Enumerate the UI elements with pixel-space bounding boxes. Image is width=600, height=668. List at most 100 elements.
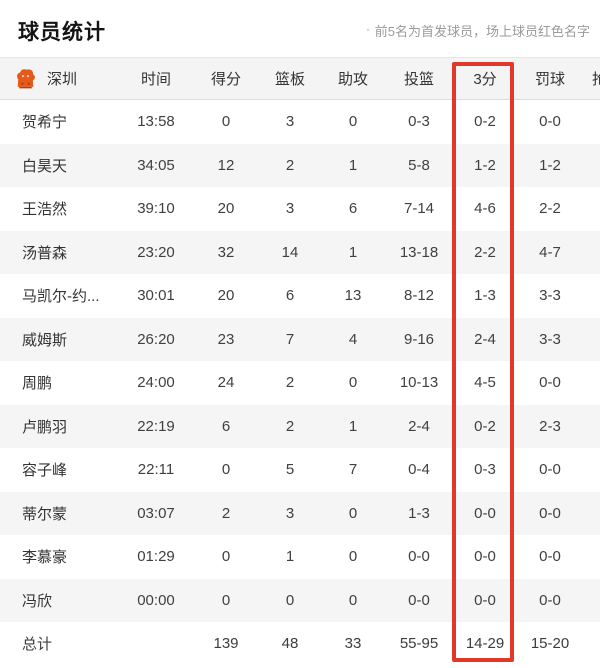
player-row[interactable]: 冯欣 00:00 0 0 0 0-0 0-0 0-0 bbox=[0, 578, 600, 622]
totals-fg-cell: 55-95 bbox=[399, 635, 439, 653]
fg-cell: 5-8 bbox=[408, 156, 430, 174]
col-header-rebounds[interactable]: 篮板 bbox=[274, 71, 305, 88]
points-cell: 20 bbox=[217, 287, 235, 305]
points-cell: 32 bbox=[217, 243, 235, 261]
totals-points-cell: 139 bbox=[213, 635, 239, 653]
shenzhen-team-logo-icon bbox=[17, 69, 36, 89]
player-row[interactable]: 李慕豪 01:29 0 1 0 0-0 0-0 0-0 bbox=[0, 535, 600, 579]
rebounds-cell: 7 bbox=[285, 330, 295, 348]
player-row[interactable]: 容子峰 22:11 0 5 7 0-4 0-3 0-0 bbox=[0, 448, 600, 492]
player-row[interactable]: 威姆斯 26:20 23 7 4 9-16 2-4 3-3 bbox=[0, 317, 600, 361]
totals-rebounds-cell: 48 bbox=[281, 635, 299, 653]
col-header-ft[interactable]: 罚球 bbox=[534, 71, 565, 88]
minutes-cell: 24:00 bbox=[137, 374, 175, 392]
col-header-points[interactable]: 得分 bbox=[210, 71, 241, 88]
points-cell: 24 bbox=[217, 374, 235, 392]
fg-cell: 10-13 bbox=[399, 374, 439, 392]
player-row[interactable]: 白昊天 34:05 12 2 1 5-8 1-2 1-2 bbox=[0, 143, 600, 187]
player-row[interactable]: 王浩然 39:10 20 3 6 7-14 4-6 2-2 bbox=[0, 187, 600, 231]
col-header-steals[interactable]: 抢断 bbox=[591, 71, 600, 88]
col-header-fg[interactable]: 投篮 bbox=[403, 71, 434, 88]
minutes-cell: 00:00 bbox=[137, 591, 175, 609]
totals-assists-cell: 33 bbox=[344, 635, 362, 653]
player-name[interactable]: 白昊天 bbox=[22, 157, 68, 175]
assists-cell: 1 bbox=[348, 417, 358, 435]
player-row[interactable]: 马凯尔-约... 30:01 20 6 13 8-12 1-3 3-3 bbox=[0, 274, 600, 318]
legend-note: ◦ 前5名为首发球员，场上球员红色名字 bbox=[366, 21, 590, 40]
player-row[interactable]: 卢鹏羽 22:19 6 2 1 2-4 0-2 2-3 bbox=[0, 404, 600, 448]
player-row[interactable]: 汤普森 23:20 32 14 1 13-18 2-2 4-7 bbox=[0, 230, 600, 274]
assists-cell: 1 bbox=[348, 243, 358, 261]
player-name[interactable]: 冯欣 bbox=[22, 592, 53, 610]
fg-cell: 0-0 bbox=[408, 548, 430, 566]
ft-cell: 4-7 bbox=[539, 243, 561, 261]
player-name[interactable]: 贺希宁 bbox=[22, 114, 68, 132]
player-name[interactable]: 汤普森 bbox=[22, 244, 68, 262]
fg-cell: 7-14 bbox=[403, 200, 435, 218]
page-title: 球员统计 bbox=[18, 20, 106, 44]
rebounds-cell: 2 bbox=[285, 374, 295, 392]
points-cell: 6 bbox=[221, 417, 231, 435]
fg-cell: 0-4 bbox=[408, 461, 430, 479]
player-name[interactable]: 卢鹏羽 bbox=[22, 418, 68, 436]
player-name[interactable]: 威姆斯 bbox=[22, 331, 68, 349]
rebounds-cell: 2 bbox=[285, 417, 295, 435]
rebounds-cell: 2 bbox=[285, 156, 295, 174]
team-header-cell[interactable]: 深圳 bbox=[0, 66, 118, 91]
assists-cell: 13 bbox=[344, 287, 362, 305]
player-row[interactable]: 蒂尔蒙 03:07 2 3 0 1-3 0-0 0-0 bbox=[0, 491, 600, 535]
rebounds-cell: 1 bbox=[285, 548, 295, 566]
minutes-cell: 01:29 bbox=[137, 548, 175, 566]
assists-cell: 0 bbox=[348, 504, 358, 522]
player-name[interactable]: 周鹏 bbox=[22, 375, 53, 393]
points-cell: 0 bbox=[221, 461, 231, 479]
col-header-minutes[interactable]: 时间 bbox=[140, 71, 171, 88]
three-point-cell: 0-0 bbox=[474, 591, 496, 609]
three-point-cell: 2-2 bbox=[474, 243, 496, 261]
assists-cell: 0 bbox=[348, 113, 358, 131]
three-point-cell: 1-2 bbox=[474, 156, 496, 174]
col-header-three-point[interactable]: 3分 bbox=[473, 71, 497, 88]
rebounds-cell: 3 bbox=[285, 113, 295, 131]
player-stats-table: 深圳 时间 得分 篮板 助攻 投篮 3分 罚球 抢断 贺希宁 13:58 0 3… bbox=[0, 57, 600, 666]
three-point-cell: 1-3 bbox=[474, 287, 496, 305]
minutes-cell: 26:20 bbox=[137, 330, 175, 348]
assists-cell: 0 bbox=[348, 374, 358, 392]
player-name[interactable]: 马凯尔-约... bbox=[22, 288, 100, 306]
fg-cell: 9-16 bbox=[403, 330, 435, 348]
assists-cell: 6 bbox=[348, 200, 358, 218]
fg-cell: 13-18 bbox=[399, 243, 439, 261]
three-point-cell: 4-6 bbox=[474, 200, 496, 218]
player-row[interactable]: 周鹏 24:00 24 2 0 10-13 4-5 0-0 bbox=[0, 361, 600, 405]
note-bullet-icon: ◦ bbox=[366, 25, 370, 36]
ft-cell: 0-0 bbox=[539, 461, 561, 479]
assists-cell: 0 bbox=[348, 548, 358, 566]
totals-three-point-cell: 14-29 bbox=[465, 635, 505, 653]
three-point-cell: 0-2 bbox=[474, 417, 496, 435]
rebounds-cell: 0 bbox=[285, 591, 295, 609]
ft-cell: 0-0 bbox=[539, 374, 561, 392]
minutes-cell: 22:11 bbox=[137, 461, 175, 479]
minutes-cell: 03:07 bbox=[137, 504, 175, 522]
minutes-cell: 13:58 bbox=[137, 113, 175, 131]
table-header-row: 深圳 时间 得分 篮板 助攻 投篮 3分 罚球 抢断 bbox=[0, 57, 600, 100]
player-name[interactable]: 李慕豪 bbox=[22, 549, 68, 567]
ft-cell: 2-2 bbox=[539, 200, 561, 218]
minutes-cell: 23:20 bbox=[137, 243, 175, 261]
ft-cell: 1-2 bbox=[539, 156, 561, 174]
player-name[interactable]: 蒂尔蒙 bbox=[22, 505, 68, 523]
assists-cell: 7 bbox=[348, 461, 358, 479]
player-name[interactable]: 王浩然 bbox=[22, 201, 68, 219]
ft-cell: 0-0 bbox=[539, 504, 561, 522]
table-body: 贺希宁 13:58 0 3 0 0-3 0-2 0-0 白昊天 34:05 12… bbox=[0, 100, 600, 622]
player-name[interactable]: 容子峰 bbox=[22, 462, 68, 480]
ft-cell: 0-0 bbox=[539, 113, 561, 131]
fg-cell: 2-4 bbox=[408, 417, 430, 435]
rebounds-cell: 6 bbox=[285, 287, 295, 305]
rebounds-cell: 14 bbox=[281, 243, 299, 261]
fg-cell: 8-12 bbox=[403, 287, 435, 305]
three-point-cell: 2-4 bbox=[474, 330, 496, 348]
player-row[interactable]: 贺希宁 13:58 0 3 0 0-3 0-2 0-0 bbox=[0, 100, 600, 144]
col-header-assists[interactable]: 助攻 bbox=[337, 71, 368, 88]
